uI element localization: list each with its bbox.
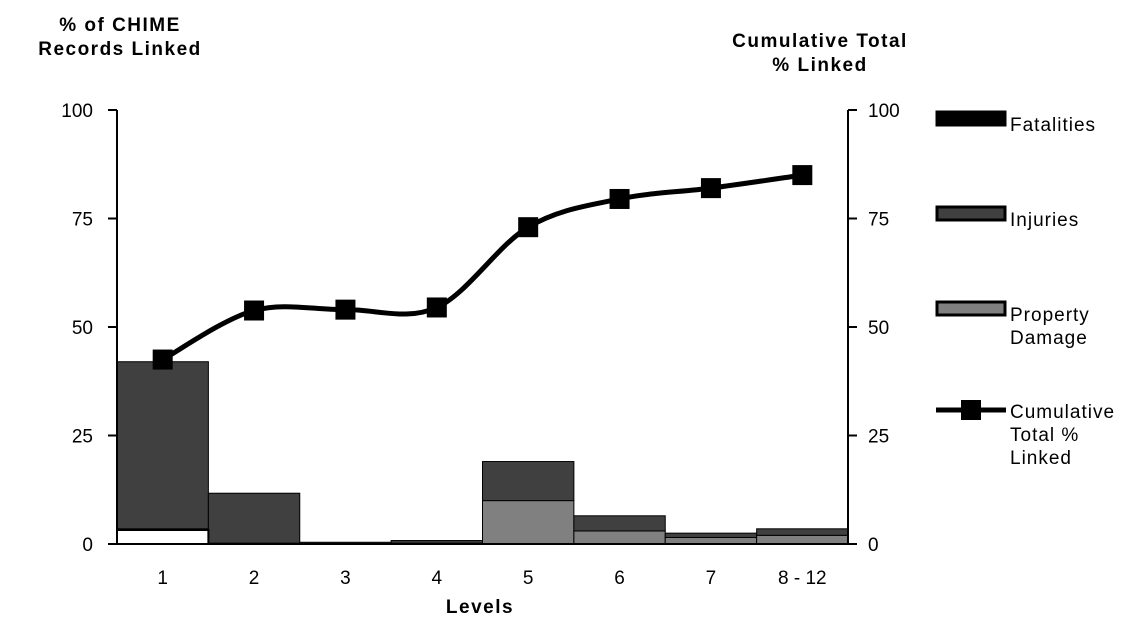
legend-swatch-property [935, 300, 1007, 317]
right-axis-title: Cumulative Total % Linked [700, 30, 940, 78]
legend-swatch-marker [961, 400, 981, 420]
cumulative-point-3 [335, 299, 356, 320]
injuries-bar-6 [573, 515, 666, 532]
property-damage-bar-5 [482, 500, 575, 545]
legend-item-injuries: Injuries [935, 205, 1079, 231]
cumulative-line [161, 172, 803, 362]
legend-label-line-3: Linked [1010, 448, 1072, 469]
left-tick-label-0: 0 [82, 535, 93, 556]
legend-label-line-1: Cumulative [1010, 402, 1115, 423]
x-tick-label-5: 5 [523, 568, 534, 589]
legend-label-property-1: Property [1010, 305, 1090, 326]
left-tick-label-75: 75 [72, 210, 93, 231]
x-axis-title: Levels [445, 597, 515, 618]
property-damage-bar-6 [573, 530, 666, 545]
legend-label-line-2: Total % [1010, 425, 1079, 446]
right-tick-label-100: 100 [868, 101, 900, 122]
legend-label-fatalities-1: Fatalities [1010, 115, 1096, 136]
cumulative-point-7 [700, 178, 721, 199]
right-tick-label-0: 0 [868, 535, 879, 556]
left-tick-label-50: 50 [72, 318, 93, 339]
cumulative-point-6 [609, 188, 630, 209]
level-1-white-marker [116, 529, 210, 545]
right-axis-title-line-2: % Linked [772, 55, 868, 76]
x-tick-label-7: 7 [706, 568, 717, 589]
injuries-bar-7 [664, 532, 758, 538]
property-damage-bar-8 [756, 534, 849, 545]
legend-label-injuries-1: Injuries [1010, 210, 1079, 231]
left-tick-label-100: 100 [61, 101, 93, 122]
left-tick-label-25: 25 [72, 427, 93, 448]
x-tick-label-8: 8 - 12 [778, 568, 827, 589]
legend-swatch-fatalities [935, 110, 1007, 127]
legend-item-fatalities: Fatalities [935, 110, 1096, 136]
right-tick-label-50: 50 [868, 318, 889, 339]
cumulative-line-group [152, 165, 813, 370]
x-tick-label-3: 3 [340, 568, 351, 589]
left-axis-title: % of CHIME Records Linked [0, 14, 240, 62]
right-tick-label-75: 75 [868, 210, 889, 231]
x-tick-label-1: 1 [157, 568, 168, 589]
left-axis-title-line-2: Records Linked [38, 39, 202, 60]
injuries-bar-8 [756, 528, 849, 536]
legend-swatch-injuries [935, 205, 1007, 222]
x-tick-label-6: 6 [614, 568, 625, 589]
legend-label-property-2: Damage [1010, 328, 1088, 349]
bars-group [116, 361, 849, 545]
injuries-bar-4 [390, 540, 483, 544]
cumulative-point-1 [152, 349, 173, 370]
right-tick-label-25: 25 [868, 427, 889, 448]
right-axis-title-line-1: Cumulative Total [732, 31, 908, 52]
x-tick-label-4: 4 [432, 568, 443, 589]
cumulative-point-5 [518, 217, 539, 238]
cumulative-point-2 [244, 300, 265, 321]
injuries-bar-5 [482, 461, 575, 502]
cumulative-point-8 [792, 165, 813, 186]
cumulative-point-4 [426, 297, 447, 318]
x-tick-label-2: 2 [249, 568, 260, 589]
injuries-bar-1 [116, 361, 209, 530]
axes-group: 1 2 3 4 5 6 7 8 - 12 0 0 25 25 50 50 75 75 100 100 [61, 101, 899, 589]
left-axis-title-line-1: % of CHIME [59, 15, 181, 36]
injuries-bar-2 [207, 492, 301, 544]
